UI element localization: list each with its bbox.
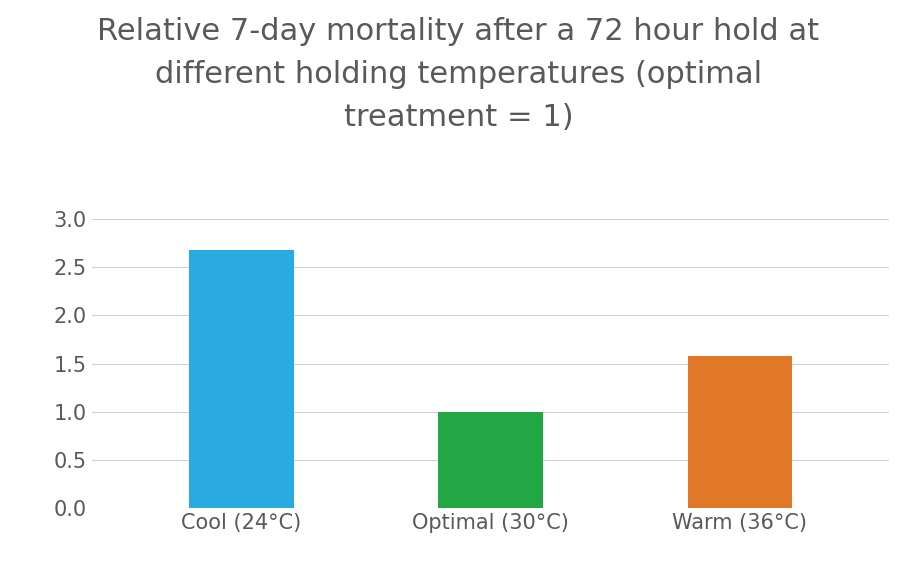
Bar <box>438 411 543 508</box>
Bar <box>688 356 792 508</box>
Bar <box>189 250 293 508</box>
Text: Relative 7-day mortality after a 72 hour hold at
different holding temperatures : Relative 7-day mortality after a 72 hour… <box>97 17 820 132</box>
